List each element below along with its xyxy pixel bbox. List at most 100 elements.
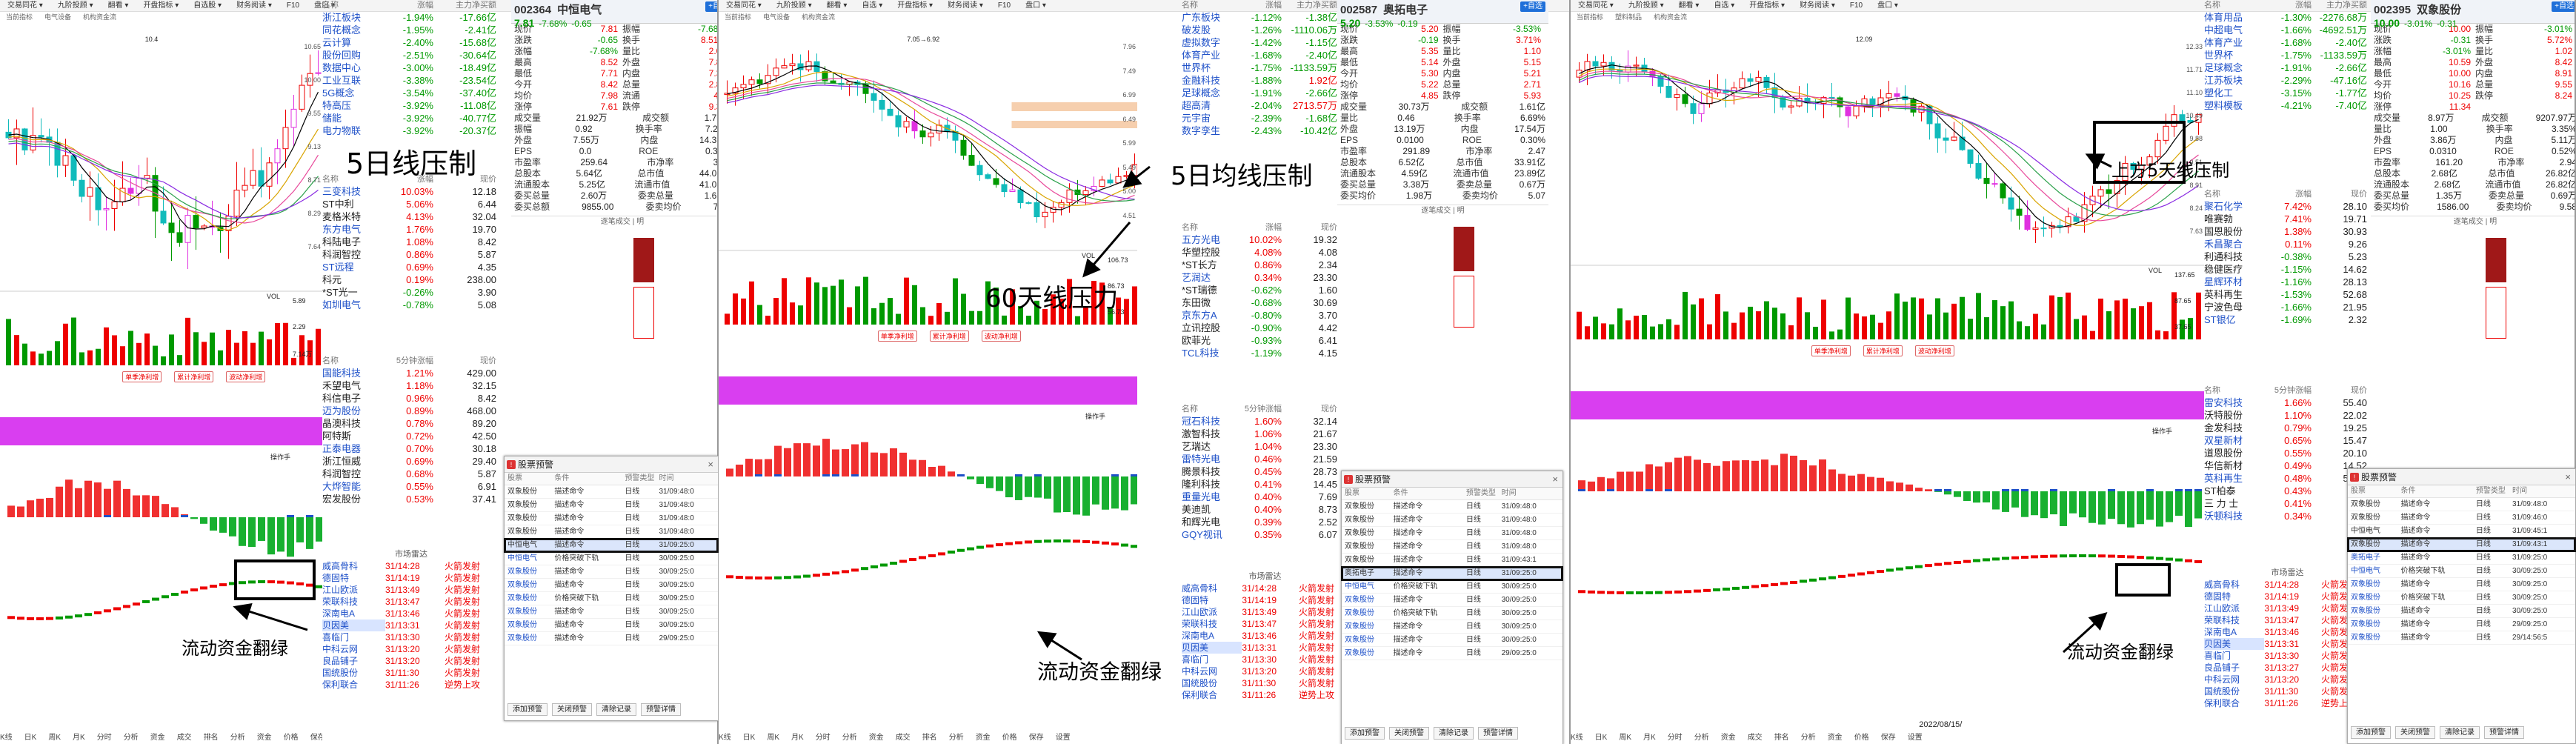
bottom-tab[interactable]: 成交 <box>1747 734 1763 742</box>
bottom-tab[interactable]: 成交 <box>895 734 911 742</box>
dialog-row[interactable]: 双象股份 描述命令 日线 31/09:48:0 <box>1342 514 1562 527</box>
list-row[interactable]: TCL科技 -1.19% 4.15 <box>1182 347 1337 359</box>
list-row[interactable]: 江苏板块 -2.29% -47.16亿 <box>2204 74 2371 87</box>
list-row[interactable]: 隆利科技 0.41% 14.45 <box>1182 478 1337 491</box>
dialog-row[interactable]: 双象股份 描述命令 日线 30/09:25:0 <box>505 619 718 632</box>
tab-item[interactable]: 当前指标 <box>6 13 33 21</box>
bottom-tab[interactable]: K线 <box>719 734 731 742</box>
list-row[interactable]: 国能科技 1.21% 429.00 <box>322 367 511 379</box>
bottom-tab[interactable]: 资金 <box>1827 734 1843 742</box>
market-radar-row[interactable]: 德固特 31/14:19 火箭发射 <box>322 572 500 584</box>
list-row[interactable]: 激智科技 1.06% 21.67 <box>1182 428 1337 440</box>
list-header-cell[interactable]: 名称 <box>1182 405 1198 413</box>
indicator-pill[interactable]: 单季净利增 <box>1811 345 1851 356</box>
bottom-tab[interactable]: 资金 <box>868 734 884 742</box>
list-row[interactable]: 正泰电器 0.70% 30.18 <box>322 442 511 455</box>
list-row[interactable]: 金发科技 0.79% 19.25 <box>2204 422 2371 434</box>
list-row[interactable]: 股份回购 -2.51% -30.64亿 <box>322 49 511 62</box>
list-header-cell[interactable]: 名称 <box>2204 1 2220 10</box>
add-watchlist-button[interactable]: +自选 <box>2552 1 2575 12</box>
list-header-cell[interactable]: 现价 <box>480 356 496 365</box>
list-row[interactable]: 稳健医疗 -1.15% 14.62 <box>2204 263 2371 276</box>
list-row[interactable]: 艺瑞达 1.04% 23.30 <box>1182 440 1337 453</box>
market-radar-row[interactable]: 德固特 31/14:19 火箭发射 <box>2204 591 2371 602</box>
close-icon[interactable]: × <box>1552 474 1558 485</box>
dialog-button[interactable]: 预警详情 <box>641 703 681 716</box>
dialog-row[interactable]: 中恒电气 价格突破下轨 日线 30/09:25:0 <box>1342 580 1562 594</box>
dialog-button[interactable]: 预警详情 <box>2484 726 2524 739</box>
dialog-row[interactable]: 双象股份 描述命令 日线 29/09:25:0 <box>2348 618 2575 631</box>
toolbar-menu-item[interactable]: F10 <box>997 1 1011 10</box>
list-row[interactable]: 科润智控 0.86% 5.87 <box>322 248 511 261</box>
list-row[interactable]: 科陆电子 1.08% 8.42 <box>322 236 511 248</box>
bottom-tab[interactable]: 保存 <box>1028 734 1044 742</box>
toolbar-menu-item[interactable]: 盘口 ▾ <box>314 1 335 10</box>
add-watchlist-button[interactable]: +自选 <box>1520 1 1545 12</box>
bottom-tab[interactable]: 分析 <box>1694 734 1709 742</box>
toolbar-menu-item[interactable]: 翻看 ▾ <box>826 1 848 10</box>
bottom-tab[interactable]: 月K <box>1643 734 1656 742</box>
list-row[interactable]: 阿特斯 0.72% 42.50 <box>322 430 511 442</box>
bottom-tab[interactable]: 保存 <box>1880 734 1896 742</box>
list-row[interactable]: 华塑控股 4.08% 4.08 <box>1182 246 1337 259</box>
dialog-button[interactable]: 添加预警 <box>1345 727 1385 740</box>
toolbar-menu-item[interactable]: 翻看 ▾ <box>1678 1 1700 10</box>
list-header-cell[interactable]: 5分钟涨幅 <box>396 356 433 365</box>
list-header-cell[interactable]: 主力净买额 <box>1297 1 1337 10</box>
dialog-row[interactable]: 奥拓电子 描述命令 日线 31/09:25:0 <box>1341 566 1563 581</box>
market-radar-row[interactable]: 威高骨科 31/14:28 火箭发射 <box>2204 579 2371 591</box>
market-radar-row[interactable]: 深南电A 31/13:46 火箭发射 <box>1182 630 1348 642</box>
list-row[interactable]: ST银亿 -1.69% 2.32 <box>2204 313 2371 326</box>
kline-chart[interactable]: 12.33 11.71 11.10 10.49 9.88 9.51 8.91 8.24 7.63… <box>1571 21 2204 473</box>
list-row[interactable]: 华信新材 0.49% 14.52 <box>2204 459 2371 472</box>
market-radar-row[interactable]: 国统股份 31/11:30 火箭发射 <box>322 667 500 679</box>
list-row[interactable]: 利通科技 -0.38% 5.23 <box>2204 250 2371 263</box>
list-row[interactable]: 5G概念 -3.54% -37.40亿 <box>322 87 511 99</box>
list-row[interactable]: 世界杯 -1.75% -1133.59万 <box>1182 62 1337 74</box>
list-row[interactable]: 腾景科技 0.45% 28.73 <box>1182 465 1337 478</box>
list-row[interactable]: 禾望电气 1.18% 32.15 <box>322 379 511 392</box>
dialog-row[interactable]: 中恒电气 描述命令 日线 31/09:45:1 <box>2348 525 2575 538</box>
macd-chart[interactable]: 操作手 <box>1571 425 2204 729</box>
bottom-tab[interactable]: 分析 <box>1800 734 1816 742</box>
bottom-tab[interactable]: 设置 <box>1055 734 1071 742</box>
bottom-tab[interactable]: 周K <box>48 734 61 742</box>
list-row[interactable]: 三变科技 10.03% 12.18 <box>322 185 511 198</box>
list-header-cell[interactable]: 名称 <box>322 1 339 10</box>
dialog-row[interactable]: 双象股份 描述命令 日线 30/09:25:0 <box>1342 620 1562 634</box>
toolbar-menu-item[interactable]: 开盘指标 ▾ <box>1749 1 1785 10</box>
list-header-cell[interactable]: 5分钟涨幅 <box>1244 405 1282 413</box>
bottom-tab[interactable]: 价格 <box>1854 734 1869 742</box>
dialog-row[interactable]: 双象股份 价格突破下轨 日线 30/09:25:0 <box>2348 591 2575 605</box>
indicator-pill[interactable]: 波动净利增 <box>981 331 1021 342</box>
bottom-tab[interactable]: 分时 <box>815 734 831 742</box>
dialog-row[interactable]: 双象股份 描述命令 日线 31/09:48:0 <box>1342 500 1562 514</box>
dialog-button[interactable]: 清除记录 <box>596 703 636 716</box>
dialog-row[interactable]: 奥拓电子 描述命令 日线 31/09:25:0 <box>2348 551 2575 565</box>
list-row[interactable]: 超高清 -2.04% 2713.57万 <box>1182 99 1337 112</box>
list-row[interactable]: 宁波色母 -1.66% 21.95 <box>2204 301 2371 313</box>
list-row[interactable]: 数字孪生 -2.43% -10.42亿 <box>1182 124 1337 137</box>
indicator-pill[interactable]: 累计净利增 <box>929 331 969 342</box>
toolbar-menu-item[interactable]: 交易同花 ▾ <box>726 1 762 10</box>
market-radar-row[interactable]: 江山欧派 31/13:49 火箭发射 <box>322 584 500 596</box>
tab-item[interactable]: 机构资金流 <box>1654 13 1688 21</box>
market-radar-row[interactable]: 喜临门 31/13:30 火箭发射 <box>1182 654 1348 665</box>
list-row[interactable]: 晶澳科技 0.78% 89.20 <box>322 417 511 430</box>
bottom-tab[interactable]: 资金 <box>150 734 165 742</box>
market-radar-row[interactable]: 深南电A 31/13:46 火箭发射 <box>322 608 500 620</box>
stock-alert-dialog[interactable]: ! 股票预警 × 股票 条件 预警类型 时间 双象股份 描述命令 日线 31/09:48:0 双象股份… <box>1341 471 1563 744</box>
list-row[interactable]: 浙江恒威 0.69% 29.40 <box>322 455 511 468</box>
list-header-cell[interactable]: 现价 <box>1321 223 1337 232</box>
market-radar-row[interactable]: 江山欧派 31/13:49 火箭发射 <box>1182 606 1348 618</box>
list-row[interactable]: 广东板块 -1.12% -1.38亿 <box>1182 11 1337 24</box>
market-radar-row[interactable]: 喜临门 31/13:30 火箭发射 <box>2204 650 2371 662</box>
bottom-tab[interactable]: 分析 <box>948 734 964 742</box>
list-header-cell[interactable]: 名称 <box>1182 1 1198 10</box>
bottom-tab[interactable]: K线 <box>1571 734 1583 742</box>
dialog-row[interactable]: 双象股份 描述命令 日线 31/09:43:1 <box>2347 537 2576 552</box>
list-row[interactable]: 立讯控股 -0.90% 4.42 <box>1182 322 1337 334</box>
market-radar-row[interactable]: 保利联合 31/11:26 逆势上攻 <box>2204 697 2371 709</box>
list-row[interactable]: 星辉环材 -1.16% 28.13 <box>2204 276 2371 288</box>
